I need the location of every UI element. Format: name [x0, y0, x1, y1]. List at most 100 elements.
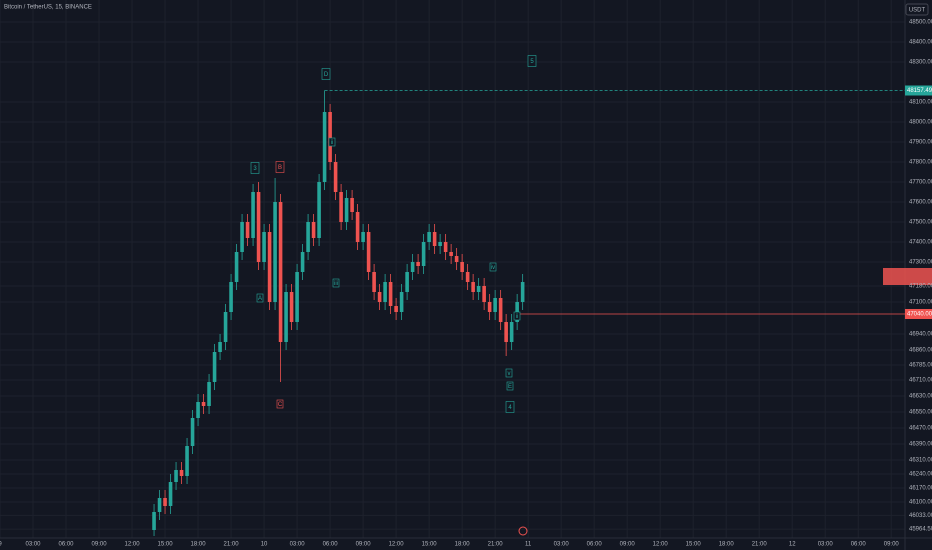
x-tick-label: 03:00 [818, 542, 834, 548]
wave-label-box [275, 161, 285, 173]
y-tick-label: 47600.00 [909, 200, 932, 206]
x-tick-label: 10 [261, 542, 268, 548]
candle-body [399, 292, 404, 312]
x-tick-label: 09:00 [92, 542, 108, 548]
candle-body [482, 286, 486, 302]
wave-label: 4 [508, 405, 512, 411]
candle-body [278, 202, 283, 342]
x-tick-label: 12 [789, 542, 796, 548]
candle-body [163, 498, 167, 506]
candle-body [465, 272, 470, 282]
x-tick-label: 11 [525, 542, 532, 548]
candle-body [372, 272, 376, 292]
candle-body [234, 252, 239, 282]
candle-body [229, 282, 233, 312]
candle-body [394, 306, 398, 312]
candle-body [427, 232, 431, 242]
y-tick-label: 48300.00 [909, 60, 932, 66]
candle-body [410, 262, 415, 272]
wave-label: B [278, 165, 282, 171]
candle-body [157, 498, 162, 512]
candle-body [333, 162, 338, 192]
candle-body [201, 402, 206, 406]
wave-label: 5 [530, 59, 534, 65]
y-tick-label: 46785.00 [909, 363, 932, 369]
wave-label: 3 [253, 166, 257, 172]
candle-body [366, 232, 371, 272]
x-tick-label: 21:00 [224, 542, 240, 548]
candle-body [388, 282, 393, 306]
candle-body [251, 192, 255, 238]
y-tick-label: 45964.50 [909, 527, 932, 533]
y-tick-label: 46630.00 [909, 394, 932, 400]
candle-body [218, 342, 222, 352]
x-tick-label: 15:00 [686, 542, 702, 548]
x-tick-label: 03:00 [554, 542, 570, 548]
candle-body [212, 352, 217, 382]
x-tick-label: 12:00 [653, 542, 669, 548]
currency-box [905, 3, 929, 16]
x-tick-label: 12:00 [389, 542, 405, 548]
y-tick-label: 46100.00 [909, 500, 932, 506]
candle-body [460, 262, 464, 272]
x-tick-label: 09:00 [620, 542, 636, 548]
grid [0, 0, 905, 538]
wave-label: ii [516, 314, 519, 320]
candle-body [454, 256, 459, 262]
y-tick-label: 48000.00 [909, 120, 932, 126]
position-box [883, 268, 932, 285]
x-tick-label: 18:00 [191, 542, 207, 548]
y-tick-label: 47180.00 [909, 284, 932, 290]
candle-body [174, 470, 178, 482]
x-tick-label: 15:00 [422, 542, 438, 548]
candle-body [504, 322, 508, 342]
x-tick-label: 03:00 [26, 542, 42, 548]
candle-body [240, 222, 244, 252]
candle-body [350, 198, 354, 212]
y-tick-label: 46940.00 [909, 332, 932, 338]
candle-body [256, 192, 261, 262]
y-tick-label: 47300.00 [909, 260, 932, 266]
candle-body [355, 212, 360, 242]
y-tick-label: 46390.00 [909, 442, 932, 448]
candle-body [185, 446, 189, 476]
wave-label-box [250, 162, 260, 174]
wave-label: D [324, 72, 329, 78]
y-tick-label: 48500.00 [909, 20, 932, 26]
candle-body [383, 282, 387, 302]
x-tick-label: 06:00 [851, 542, 867, 548]
candle-body [339, 192, 343, 222]
y-tick-label: 47800.00 [909, 160, 932, 166]
x-tick-label: 21:00 [488, 542, 504, 548]
wave-label: ii [331, 140, 334, 146]
wave-label: C [278, 402, 283, 408]
x-tick-label: 09:00 [884, 542, 900, 548]
y-tick-label: 46470.00 [909, 426, 932, 432]
y-tick-label: 47500.00 [909, 220, 932, 226]
candle-body [322, 112, 327, 182]
candle-body [317, 182, 321, 238]
y-tick-label: 46550.00 [909, 410, 932, 416]
price-label: 48157.49 [907, 88, 932, 94]
price-label-box [905, 85, 932, 96]
candle-body [207, 382, 211, 406]
candle-body [284, 292, 288, 342]
candle-body [432, 232, 437, 246]
wave-label-box [321, 68, 331, 80]
wave-label-box [527, 55, 537, 67]
wave-label: v [508, 371, 511, 377]
candle-body [168, 482, 173, 506]
wave-label: A [258, 296, 262, 302]
wave-label-box [489, 262, 497, 272]
y-tick-label: 46860.00 [909, 348, 932, 354]
x-tick-label: 06:00 [323, 542, 339, 548]
candle-body [289, 292, 294, 322]
wave-label-box [332, 278, 340, 288]
candle-body [493, 298, 497, 312]
x-tick-label: 18:00 [455, 542, 471, 548]
candle-body [361, 232, 365, 242]
wave-label-box [505, 368, 513, 378]
candle-body [405, 272, 409, 292]
x-tick-label: 12:00 [125, 542, 141, 548]
